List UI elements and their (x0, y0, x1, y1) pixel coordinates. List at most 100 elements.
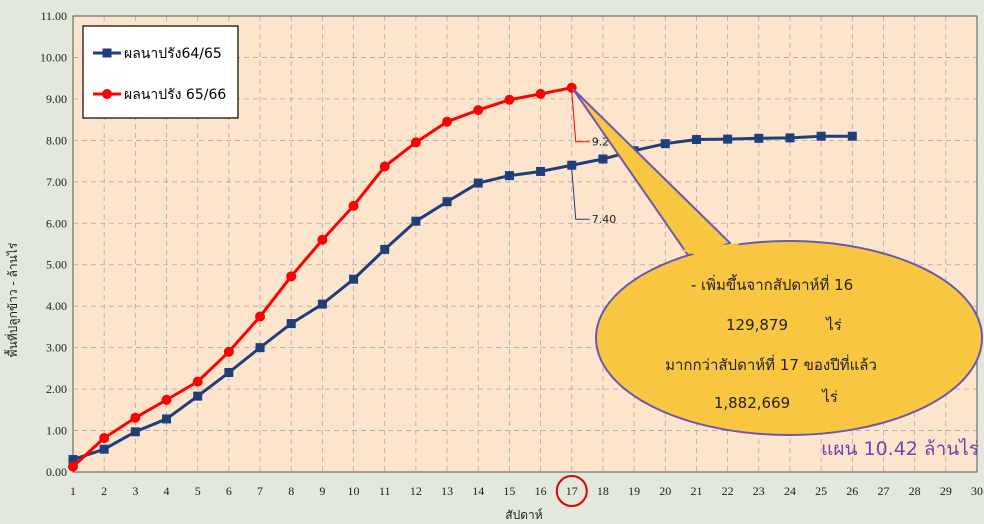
x-tick-label: 25 (815, 484, 827, 498)
y-tick-label: 10.00 (40, 50, 67, 64)
data-point-circle (130, 412, 141, 423)
series-1 (68, 131, 857, 465)
y-axis-ticks: 0.00 1.00 2.00 3.00 4.00 5.00 6.00 7.00 8.00 9.00… (40, 9, 67, 479)
series-1-line (72, 134, 853, 461)
data-point-circle (317, 234, 328, 245)
y-tick-label: 5.00 (46, 258, 67, 272)
plan-label: แผน 10.42 ล้านไร่ (821, 438, 979, 460)
x-tick-label: 21 (690, 484, 702, 498)
data-point-square (224, 368, 234, 378)
x-tick-label: 13 (441, 484, 453, 498)
legend-marker-series-2 (102, 89, 112, 99)
series-layer: 9.277.40 (68, 82, 857, 472)
x-tick-label: 10 (348, 484, 360, 498)
data-point-square (193, 391, 203, 401)
callout-pointer-joint (680, 243, 740, 262)
data-point-circle (348, 200, 359, 211)
data-point-square (816, 131, 826, 141)
series-2 (68, 82, 577, 472)
data-point-square (754, 133, 764, 143)
callout-yoy-unit: ไร่ (821, 388, 838, 406)
x-tick-label: 5 (195, 484, 201, 498)
data-point-square (349, 274, 359, 284)
data-label-leader (571, 91, 590, 143)
legend: ผลนาปรัง64/65 ผลนาปรัง 65/66 (82, 25, 239, 119)
callout-yoy-value: 1,882,669 (714, 394, 790, 412)
x-tick-label: 18 (597, 484, 609, 498)
data-point-square (68, 455, 78, 465)
data-point-square (286, 319, 296, 329)
x-tick-label: 7 (257, 484, 263, 498)
y-tick-label: 9.00 (46, 92, 67, 106)
data-point-square (255, 343, 265, 353)
data-point-circle (410, 137, 421, 148)
x-axis-ticks: 1 2 3 4 5 6 7 8 9 10 11 12 13 14 15 16 17 18 19 20 21 22 23 24 2… (70, 475, 983, 507)
data-label-leader (571, 169, 590, 220)
y-tick-label: 11.00 (40, 9, 67, 23)
x-tick-label: 23 (753, 484, 765, 498)
y-tick-label: 4.00 (46, 299, 67, 313)
x-tick-label: 26 (846, 484, 858, 498)
x-tick-label: 6 (226, 484, 232, 498)
legend-label-series-2: ผลนาปรัง 65/66 (124, 87, 226, 103)
x-tick-label: 20 (659, 484, 671, 498)
data-point-square (567, 160, 577, 170)
data-point-square (785, 133, 795, 143)
legend-label-series-1: ผลนาปรัง64/65 (124, 46, 222, 62)
data-point-circle (473, 105, 484, 116)
y-tick-label: 1.00 (46, 424, 67, 438)
legend-marker-series-1 (102, 48, 112, 58)
x-tick-highlight-circle (555, 475, 588, 507)
data-point-circle (99, 433, 110, 444)
callout-weekly-increase-value: 129,879 (726, 316, 788, 334)
y-axis-title: พื้นที่ปลูกข้าว - ล้านไร่ (4, 242, 21, 357)
x-tick-label: 12 (410, 484, 422, 498)
x-tick-label: 15 (503, 484, 515, 498)
data-label-text: 7.40 (592, 213, 617, 226)
x-tick-label: 2 (101, 484, 107, 498)
data-point-circle (535, 88, 546, 99)
x-tick-label: 14 (472, 484, 484, 498)
x-tick-label: 28 (909, 484, 921, 498)
callout-weekly-increase-unit: ไร่ (825, 316, 842, 334)
legend-box (82, 25, 239, 119)
y-tick-label: 2.00 (46, 382, 67, 396)
data-point-square (162, 414, 172, 424)
data-point-circle (504, 94, 515, 105)
data-point-square (442, 197, 452, 207)
data-point-square (536, 166, 546, 176)
data-point-circle (286, 271, 297, 282)
data-point-circle (442, 116, 453, 127)
y-tick-label: 6.00 (46, 216, 67, 230)
x-tick-label: 9 (319, 484, 325, 498)
data-point-square (691, 135, 701, 145)
data-point-square (411, 216, 421, 226)
x-axis-title: สัปดาห์ (505, 508, 542, 522)
x-tick-label: 4 (164, 484, 170, 498)
x-tick-label: 27 (877, 484, 889, 498)
data-point-square (723, 134, 733, 144)
data-point-circle (192, 376, 203, 387)
data-point-square (473, 178, 483, 188)
y-tick-label: 0.00 (46, 465, 67, 479)
data-point-circle (223, 346, 234, 357)
x-tick-label: 17 (566, 484, 578, 498)
x-tick-label: 11 (379, 484, 391, 498)
y-tick-label: 3.00 (46, 341, 67, 355)
y-tick-label: 7.00 (46, 175, 67, 189)
data-point-circle (161, 394, 172, 405)
callout-bubble (595, 240, 983, 436)
x-tick-label: 1 (70, 484, 76, 498)
callout-line-compare: มากกว่าสัปดาห์ที่ 17 ของปีที่แล้ว (665, 354, 877, 374)
x-tick-label: 24 (784, 484, 796, 498)
data-point-square (130, 427, 140, 437)
data-point-square (380, 244, 390, 254)
data-point-square (504, 171, 514, 181)
y-tick-label: 8.00 (46, 133, 67, 147)
x-tick-label: 3 (132, 484, 138, 498)
data-point-circle (379, 161, 390, 172)
data-point-square (99, 444, 109, 454)
plot-border (72, 15, 978, 473)
